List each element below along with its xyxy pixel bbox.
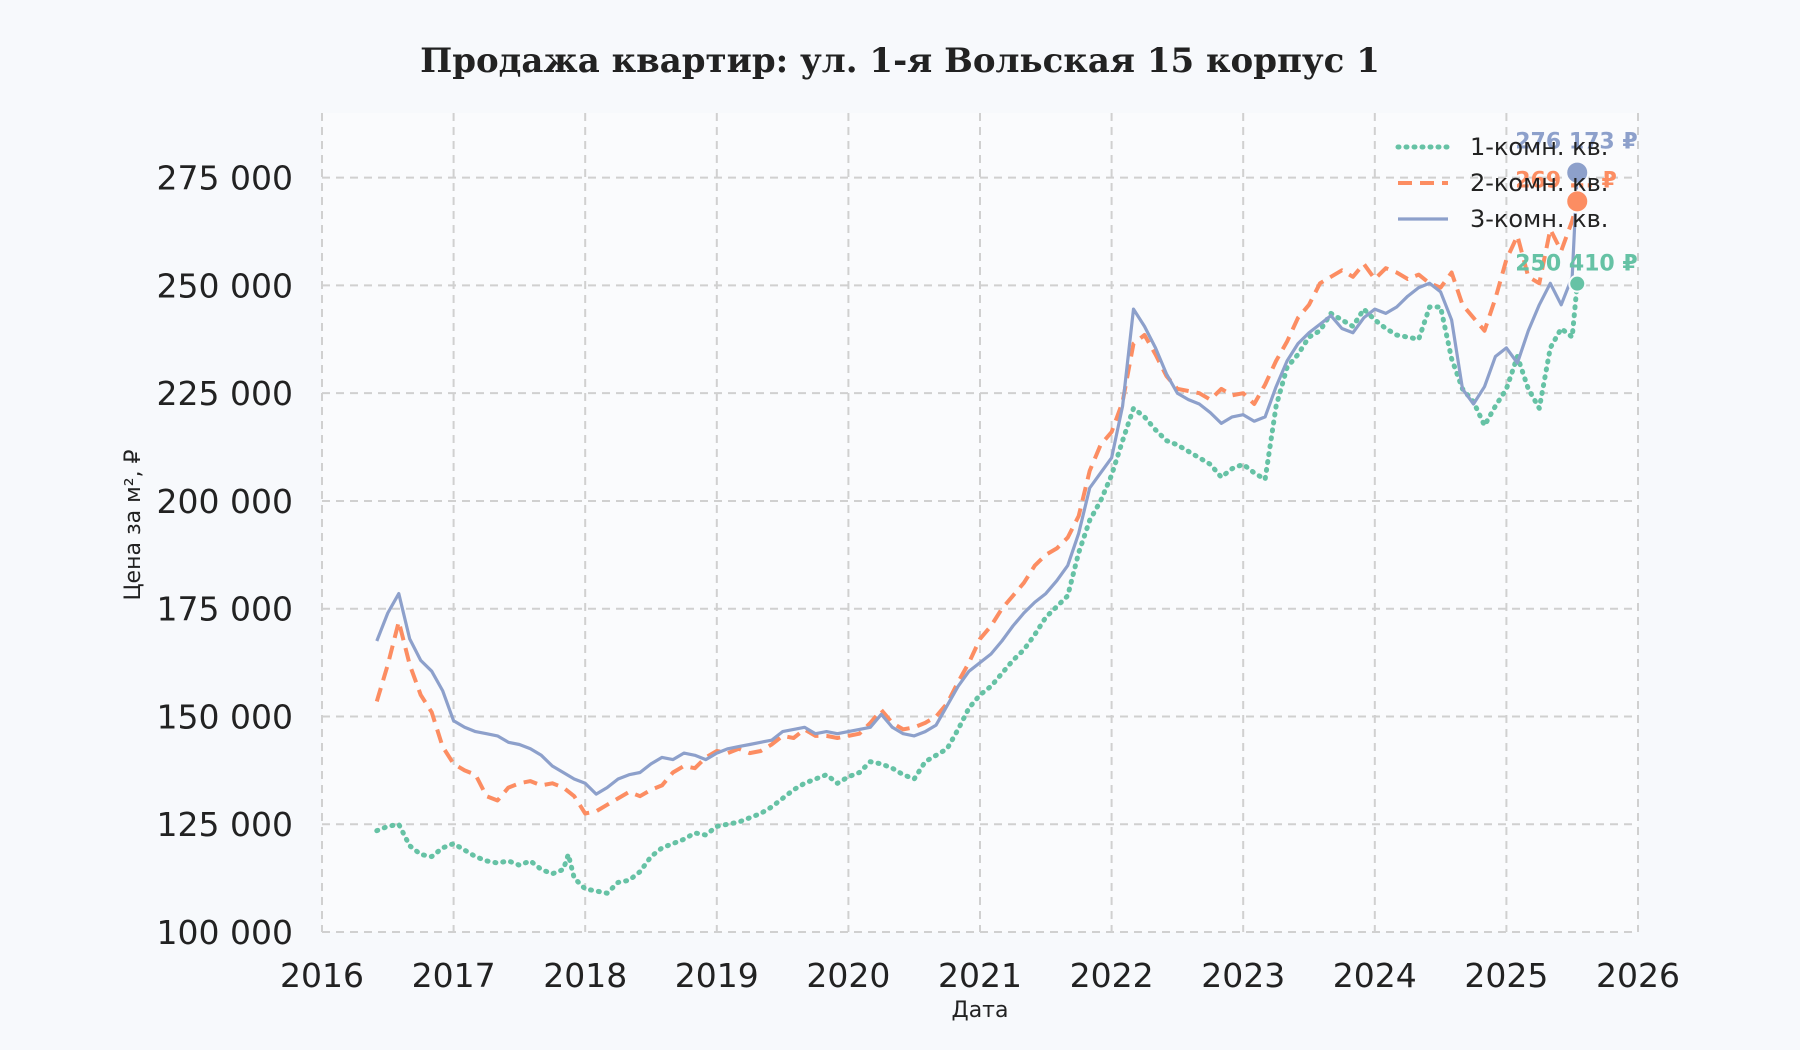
- x-axis-label: Дата: [952, 998, 1009, 1023]
- legend-label-2: 2-комн. кв.: [1470, 169, 1608, 197]
- end-labels-layer: 250 410 ₽ 269 ... ₽ 276 173 ₽: [1515, 130, 1637, 277]
- x-tick-label: 2016: [280, 956, 364, 995]
- series-end-marker-1: [1568, 274, 1587, 293]
- series-line-2: [374, 200, 1580, 816]
- y-tick-label: 125 000: [157, 805, 293, 844]
- y-tick-label: 225 000: [157, 374, 293, 413]
- y-tick-label: 275 000: [157, 159, 293, 198]
- y-tick-label: 250 000: [157, 266, 293, 305]
- series-line-3: [375, 172, 1579, 796]
- x-tick-label: 2022: [1070, 956, 1154, 995]
- y-tick-label: 100 000: [157, 913, 293, 952]
- legend-item-3: 3-комн. кв.: [1398, 205, 1608, 233]
- x-tick-label: 2019: [675, 956, 759, 995]
- y-tick-label: 175 000: [157, 590, 293, 629]
- legend-label-3: 3-комн. кв.: [1470, 205, 1608, 233]
- x-tick-label: 2021: [938, 956, 1022, 995]
- ticks-layer: 2016 2017 2018 2019 2020 2021 2022 2023 2024 2025…: [157, 159, 1680, 995]
- legend-item-1: 1-комн. кв.: [1395, 133, 1608, 161]
- series-end-marker-3: [1565, 160, 1590, 185]
- series-end-marker-2: [1565, 189, 1590, 214]
- series-end-label-1: 250 410 ₽: [1515, 252, 1637, 277]
- chart-title: Продажа квартир: ул. 1-я Вольская 15 кор…: [420, 41, 1380, 81]
- x-tick-label: 2025: [1464, 956, 1548, 995]
- x-tick-label: 2026: [1596, 956, 1680, 995]
- x-tick-label: 2023: [1201, 956, 1285, 995]
- x-tick-label: 2017: [412, 956, 496, 995]
- grid-layer: [321, 113, 1639, 933]
- x-tick-label: 2020: [806, 956, 890, 995]
- series-line-1: [374, 281, 1580, 896]
- x-tick-label: 2018: [543, 956, 627, 995]
- end-markers-layer: [1565, 160, 1590, 293]
- legend-label-1: 1-комн. кв.: [1470, 133, 1608, 161]
- series-end-label-3: 276 173 ₽: [1515, 130, 1637, 155]
- series-layer: [374, 172, 1580, 896]
- x-tick-label: 2024: [1333, 956, 1417, 995]
- series-end-label-2: 269 ... ₽: [1515, 168, 1617, 193]
- y-tick-label: 150 000: [157, 697, 293, 736]
- y-axis-label: Цена за м², ₽: [121, 449, 146, 600]
- legend: 1-комн. кв. 2-комн. кв. 3-комн. кв.: [1395, 133, 1608, 233]
- legend-item-2: 2-комн. кв.: [1398, 169, 1608, 197]
- y-tick-label: 200 000: [157, 482, 293, 521]
